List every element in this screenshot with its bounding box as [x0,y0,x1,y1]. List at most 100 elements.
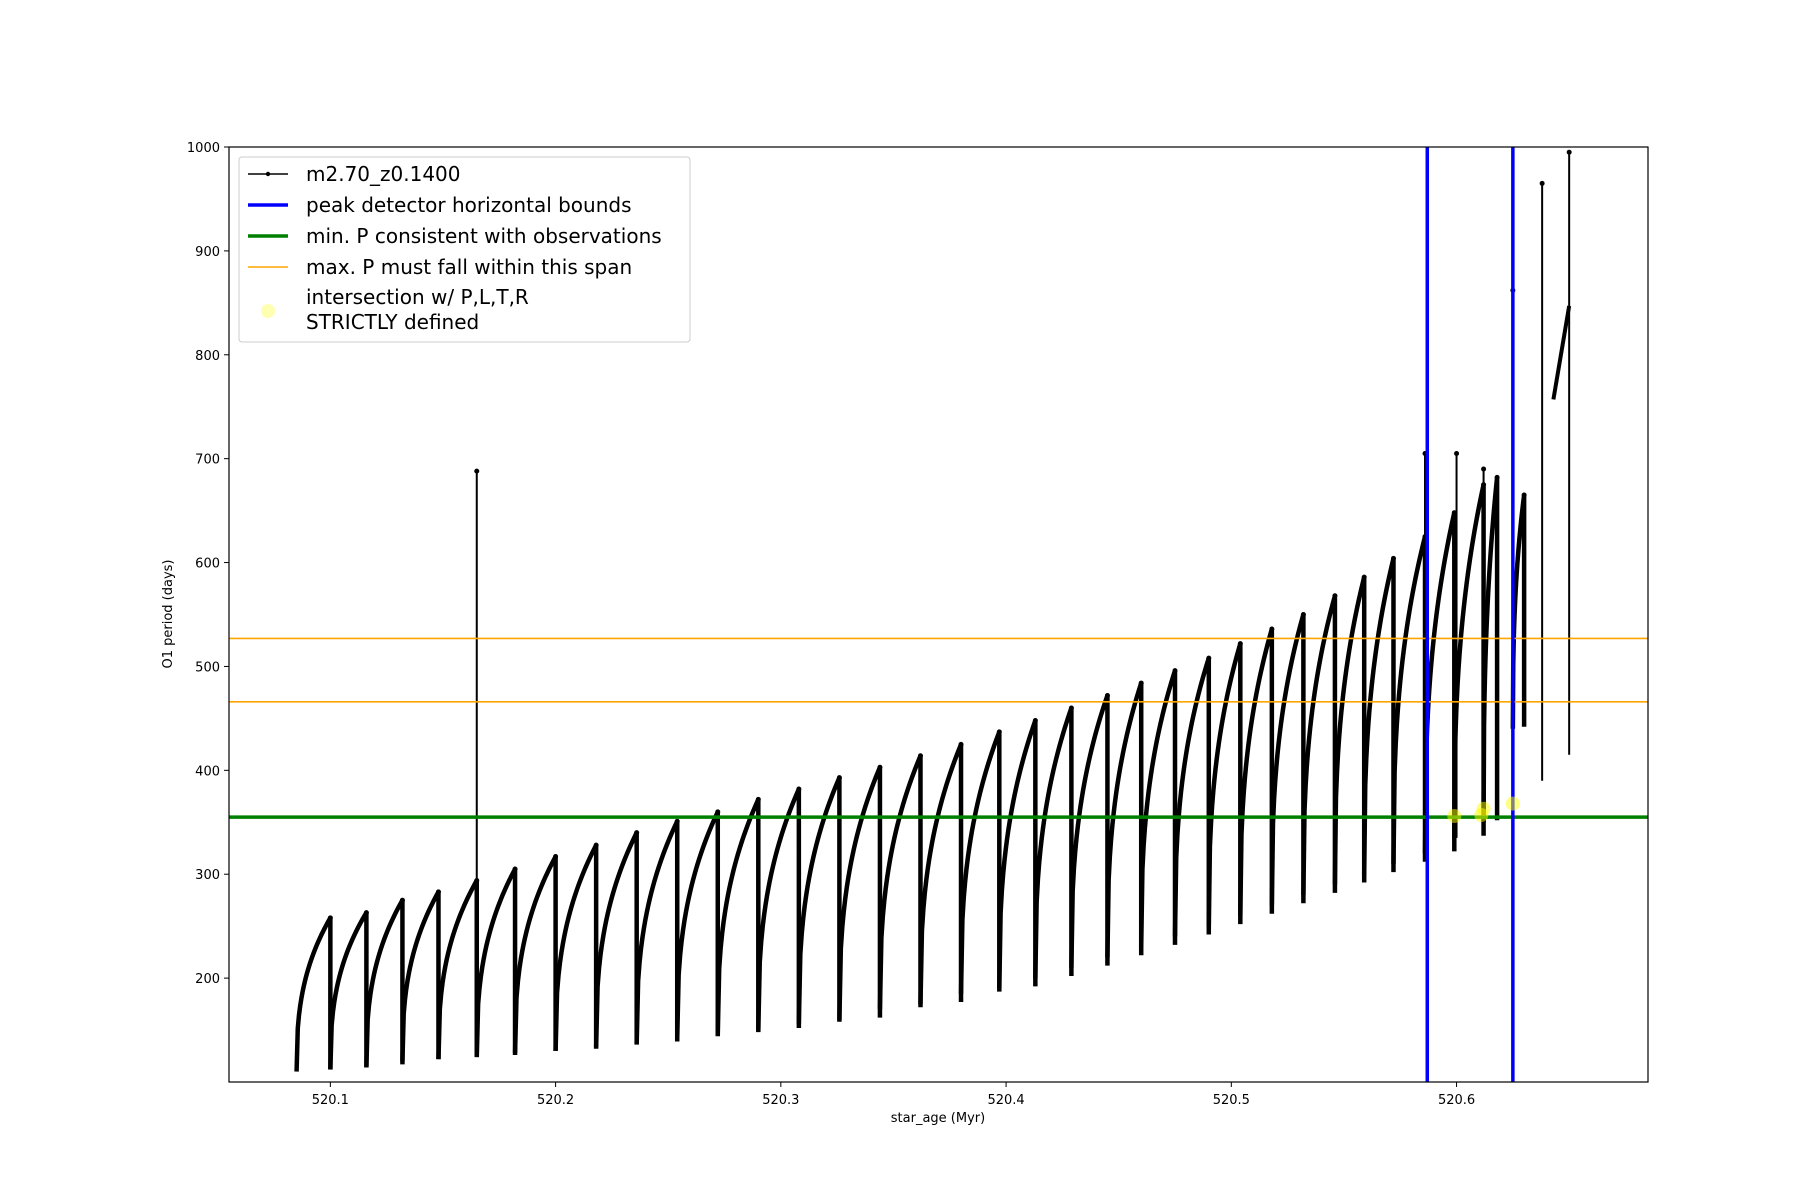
model-cycle-peak-marker [593,842,599,848]
model-cycle-2 [328,910,369,1070]
model-cycle-20 [1033,705,1074,979]
x-tick-label: 520.6 [1438,1093,1475,1108]
y-tick-label: 200 [195,972,220,987]
model-cycle-10 [634,818,680,1044]
model-cycle-7 [512,854,558,1053]
model-cycle-19 [997,718,1038,989]
model-cycle-3 [364,897,405,1067]
legend-model-label: m2.70_z0.1400 [306,162,461,186]
model-cycle-34 [1481,475,1500,823]
legend-box [238,156,691,343]
y-axis-label: O1 period (days) [161,559,176,668]
model-cycle-27 [1269,612,1306,906]
model-cycle-9 [593,830,639,1047]
model-cycle-30 [1361,556,1396,875]
legend-model-marker [265,171,271,177]
model-cycle-17 [918,742,964,1005]
model-cycle-35 [1510,492,1527,729]
model-cycle-peak-marker [674,818,680,824]
model-cycle-peak-marker [512,866,518,872]
y-tick-label: 1000 [187,141,220,156]
model-cycle-peak-marker [755,796,761,802]
intersection-point-4 [1505,796,1520,811]
model-cycle-peak-marker [1032,717,1038,723]
model-cycle-peak-marker [399,897,405,903]
model-cycle-15 [837,764,883,1020]
model-cycle-21 [1069,693,1110,968]
model-cycle-5 [436,878,480,1060]
model-spike-top-marker [474,468,480,474]
model-cycle-peak-marker [796,786,802,792]
model-cycle-peak-marker [1494,474,1500,480]
model-cycle-peak-marker [553,854,559,860]
model-cycle-peak-marker [1361,574,1367,580]
model-cycle-peak-marker [917,753,923,759]
model-cycle-8 [553,842,599,1051]
x-axis-ticks: 520.1 520.2 520.3 520.4 520.5 520.6 [312,1082,1475,1108]
y-tick-label: 900 [195,245,220,260]
model-cycle-peak-marker [1104,693,1110,699]
x-tick-label: 520.1 [312,1093,349,1108]
y-tick-label: 300 [195,868,220,883]
model-cycle-12 [715,797,761,1035]
x-tick-label: 520.3 [762,1093,799,1108]
model-tail-segment [1551,305,1572,400]
legend-intersection-marker [261,304,275,318]
model-cycle-23 [1138,668,1178,947]
model-cycle-peak-marker [1138,680,1144,686]
model-cycle-28 [1301,593,1338,896]
model-cycle-peak-marker [634,830,640,836]
model-cycle-13 [756,786,802,1031]
model-cycle-11 [674,809,721,1039]
model-cycle-peak-marker [1300,612,1306,617]
model-cycle-6 [474,866,518,1058]
legend-intersection-label-line1: intersection w/ P,L,T,R [306,285,529,309]
y-tick-label: 800 [195,349,220,364]
x-tick-label: 520.5 [1213,1093,1250,1108]
model-cycle-peak-marker [836,775,842,781]
intersection-point-1 [1447,809,1462,824]
model-cycle-31 [1391,534,1428,864]
legend-bounds-label: peak detector horizontal bounds [306,193,632,217]
y-tick-label: 400 [195,764,220,779]
model-cycle-peak-marker [1206,655,1212,661]
model-cycle-26 [1238,626,1275,916]
x-axis-label: star_age (Myr) [891,1111,985,1126]
model-cycle-peak-marker [1068,705,1074,711]
model-cycle-peak-marker [1390,555,1396,561]
model-cycle-25 [1206,641,1243,927]
x-tick-label: 520.2 [537,1093,574,1108]
model-cycle-peak-marker [1332,593,1338,599]
model-cycle-peak-marker [327,915,333,921]
model-cycle-peak-marker [1172,668,1178,674]
model-cycle-1 [294,915,333,1072]
model-cycle-peak-marker [877,764,883,770]
model-spike-top-marker [1454,450,1460,456]
legend-intersection-label-line2: STRICTLY defined [306,310,479,334]
legend-max-period-label: max. P must fall within this span [306,255,632,279]
model-cycle-peak-marker [1269,626,1275,632]
intersection-point-3 [1476,801,1491,816]
model-cycle-peak-marker [996,729,1002,735]
model-cycle-16 [877,753,923,1010]
data-layer [229,147,1648,1082]
y-tick-label: 600 [195,557,220,572]
model-cycle-14 [796,775,842,1024]
model-cycle-24 [1172,655,1212,937]
model-cycle-33 [1452,482,1486,838]
model-cycle-peak-marker [958,741,964,747]
series-m2.70-z0.1400 [294,149,1572,1072]
model-spike-top-marker [1539,180,1545,186]
model-cycle-29 [1332,574,1367,885]
x-tick-label: 520.4 [987,1093,1024,1108]
model-cycle-peak-marker [1521,492,1527,498]
model-cycle-peak-marker [715,809,721,815]
y-axis-ticks: 200 300 400 500 600 700 800 900 1000 [187,141,229,987]
plot-frame [228,146,1649,1083]
model-cycle-peak-marker [1237,641,1243,647]
y-tick-label: 700 [195,453,220,468]
legend-min-period-label: min. P consistent with observations [306,224,662,248]
model-spike-top-marker [1566,149,1572,155]
model-cycle-peak-marker [363,910,369,916]
